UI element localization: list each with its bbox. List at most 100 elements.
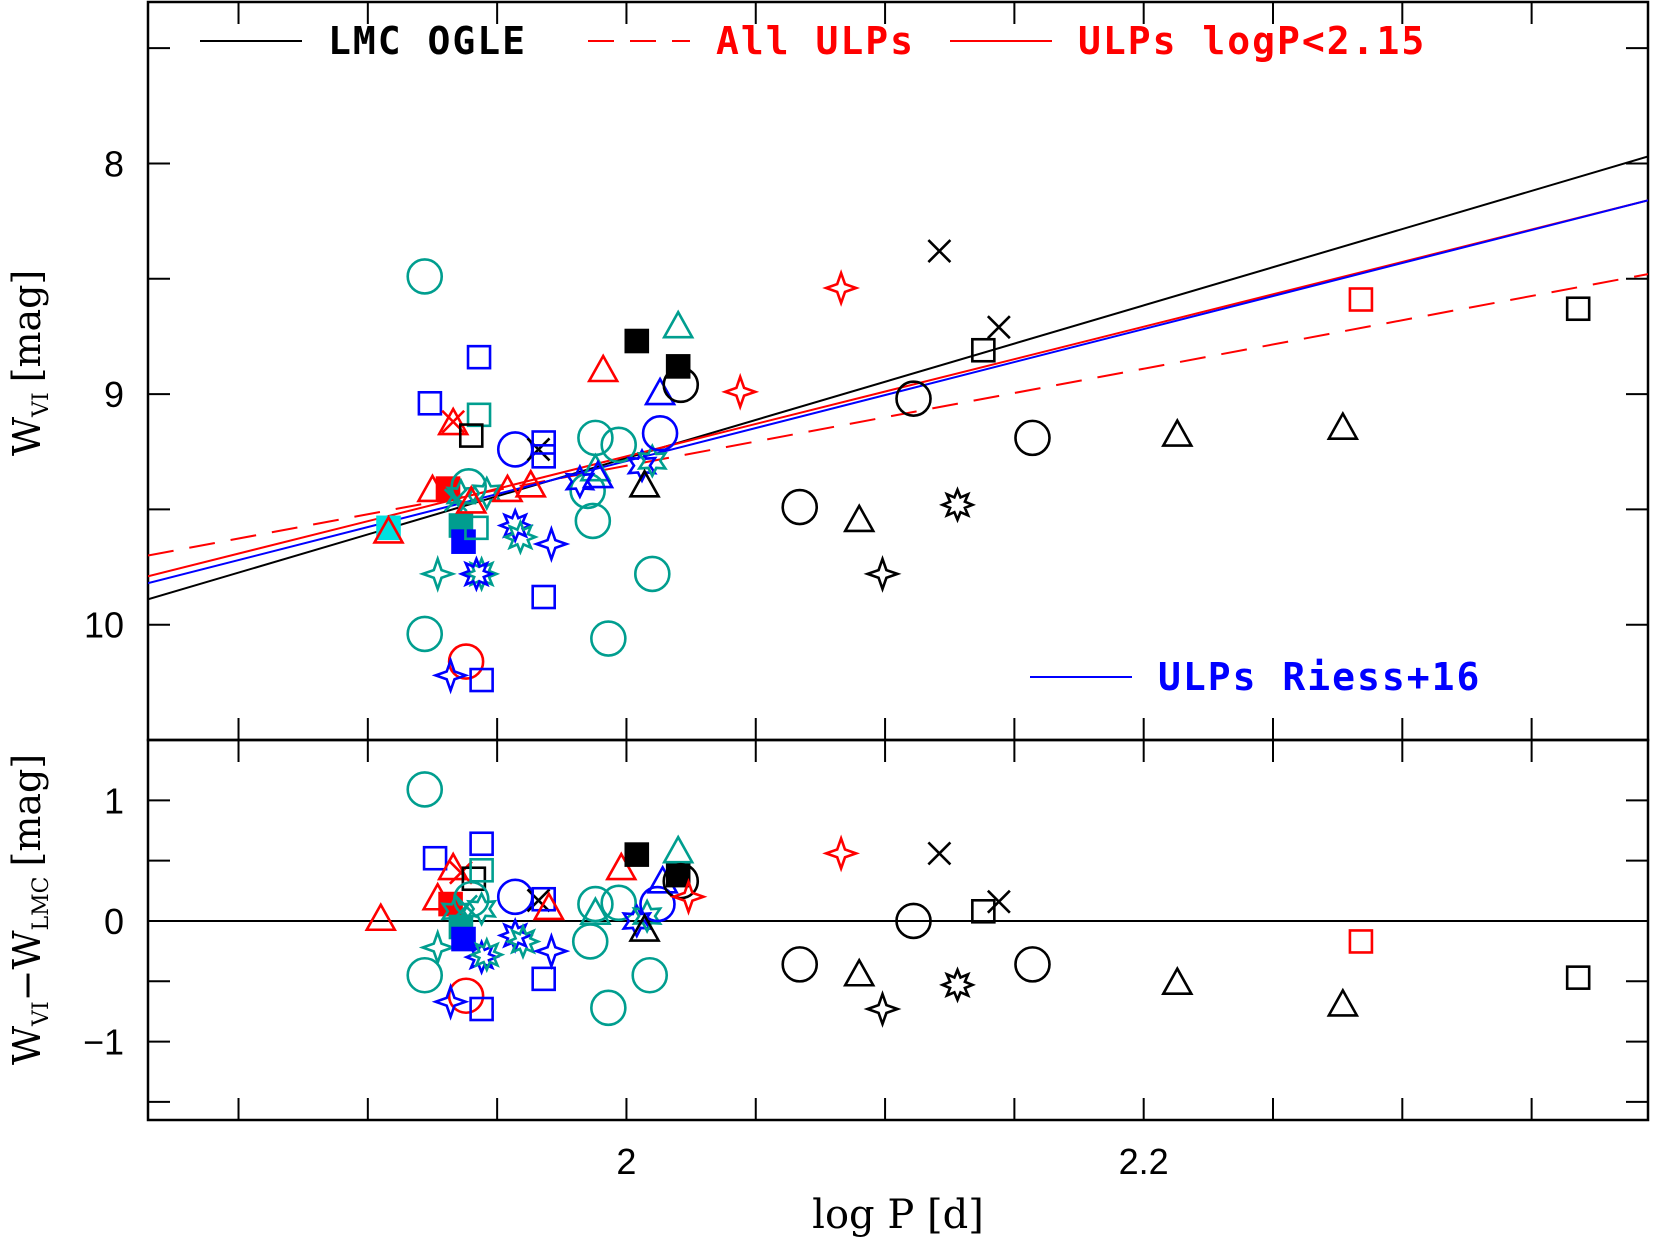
data-point-star6: [626, 447, 658, 484]
data-point-circle: [781, 946, 819, 983]
bottom-y-axis-label-minus: −W: [5, 930, 49, 1001]
data-point-circle: [1014, 946, 1051, 983]
data-point-circle: [590, 989, 627, 1027]
data-point-circle: [662, 366, 700, 404]
data-point-square: [971, 899, 996, 924]
data-point-square: [417, 390, 443, 416]
data-point-triangle: [372, 514, 405, 544]
x-axis-label: log P [d]: [812, 1192, 984, 1238]
data-point-triangle: [1326, 987, 1360, 1017]
legend-label-lmc-ogle: LMC OGLE: [328, 19, 527, 63]
data-point-square: [1348, 929, 1374, 954]
data-point-square: [469, 857, 494, 883]
data-point-square-filled: [624, 328, 650, 354]
bottom-y-axis-label-sub: VI: [29, 1001, 54, 1027]
legend-entry-ulps-logp: ULPs logP<2.15: [950, 19, 1424, 63]
data-point-circle: [496, 878, 534, 916]
data-point-triangle: [436, 406, 470, 436]
data-point-square: [461, 866, 487, 892]
data-point-star6: [564, 463, 596, 500]
data-point-star6: [636, 442, 668, 479]
legend-entry-ulps-riess: ULPs Riess+16: [1030, 655, 1481, 699]
top-panel-frame: [146, 0, 1650, 742]
data-point-circle: [600, 426, 637, 464]
top-panel-points: [372, 239, 1591, 695]
data-point-square: [466, 402, 492, 428]
data-point-triangle: [643, 376, 677, 406]
top-panel-ticks: 8 9 10: [84, 2, 1648, 741]
data-point-circle: [571, 923, 609, 960]
data-point-square: [531, 966, 556, 992]
data-point-square: [531, 430, 556, 455]
bottom-panel: 2 2.2 1 0 −1 WVI−WLMC [mag]: [5, 738, 1650, 1182]
data-point-star6: [621, 903, 653, 939]
data-point-circle: [406, 771, 444, 808]
data-point-square-filled: [665, 354, 691, 379]
legend-label-ulps-riess: ULPs Riess+16: [1158, 655, 1481, 699]
data-point-triangle: [661, 834, 695, 864]
legend-entry-all-ulps: All ULPs: [588, 19, 915, 63]
data-point-triangle: [491, 473, 524, 503]
data-point-square: [971, 337, 996, 363]
data-point-cross: [454, 894, 479, 919]
data-point-square: [422, 845, 448, 871]
data-point-star8: [496, 507, 534, 544]
data-point-star4: [431, 982, 470, 1021]
data-point-triangle: [842, 503, 876, 533]
data-point-square: [469, 831, 494, 857]
legend-entry-lmc-ogle: LMC OGLE: [200, 19, 527, 63]
x-tick-label: 2.2: [1119, 1141, 1169, 1182]
data-point-square: [531, 584, 556, 610]
data-point-square: [469, 996, 494, 1022]
y-tick-label: 0: [104, 901, 124, 942]
data-point-star8: [501, 518, 539, 556]
data-point-circle: [600, 884, 637, 922]
y-tick-label: 8: [104, 143, 124, 184]
bottom-panel-points: [364, 771, 1591, 1028]
y-tick-label: 9: [104, 374, 124, 415]
fit-line-all-ulps: [148, 273, 1648, 557]
data-point-star8: [939, 486, 976, 524]
data-point-square-filled: [624, 842, 650, 867]
data-point-triangle: [1161, 417, 1194, 447]
data-point-cross: [443, 488, 468, 513]
data-point-circle: [406, 258, 444, 295]
data-point-star4: [863, 990, 902, 1028]
top-y-axis-label-main: W: [5, 417, 49, 456]
data-point-circle: [895, 380, 932, 417]
top-y-axis-label-sub: VI: [29, 392, 54, 418]
legend: LMC OGLE All ULPs ULPs logP<2.15 ULPs Ri…: [200, 19, 1481, 699]
data-point-circle: [895, 902, 932, 940]
data-point-cross: [927, 841, 952, 866]
data-point-star6: [471, 475, 503, 512]
y-tick-label: 10: [84, 605, 124, 646]
data-point-circle: [631, 956, 669, 994]
top-panel-fit-lines: [148, 155, 1648, 601]
data-point-square-filled: [376, 515, 401, 541]
data-point-star8: [463, 555, 501, 593]
legend-label-all-ulps: All ULPs: [716, 19, 915, 63]
data-point-circle: [577, 885, 614, 923]
data-point-star8: [504, 923, 542, 960]
data-point-star4: [721, 372, 760, 411]
bottom-y-axis-label-main: W: [5, 1026, 49, 1065]
data-point-circle: [641, 414, 679, 452]
data-point-square: [531, 886, 556, 912]
data-point-circle: [447, 643, 485, 680]
data-point-star4: [532, 932, 571, 971]
bottom-y-axis-label-unit: [mag]: [5, 754, 49, 867]
data-point-star4: [822, 269, 861, 307]
data-point-triangle: [1161, 966, 1194, 995]
data-point-star8: [457, 555, 495, 593]
y-tick-label: 1: [104, 780, 124, 821]
data-point-triangle: [532, 891, 566, 921]
y-tick-label: −1: [83, 1022, 124, 1063]
data-point-triangle: [586, 353, 620, 383]
data-point-star4: [431, 656, 470, 695]
data-point-square: [1348, 287, 1374, 312]
data-point-star6: [466, 890, 498, 927]
data-point-triangle: [364, 902, 397, 932]
data-point-circle: [496, 431, 534, 468]
bottom-y-axis-label-sub2: LMC: [29, 876, 54, 930]
data-point-cross: [986, 889, 1011, 914]
